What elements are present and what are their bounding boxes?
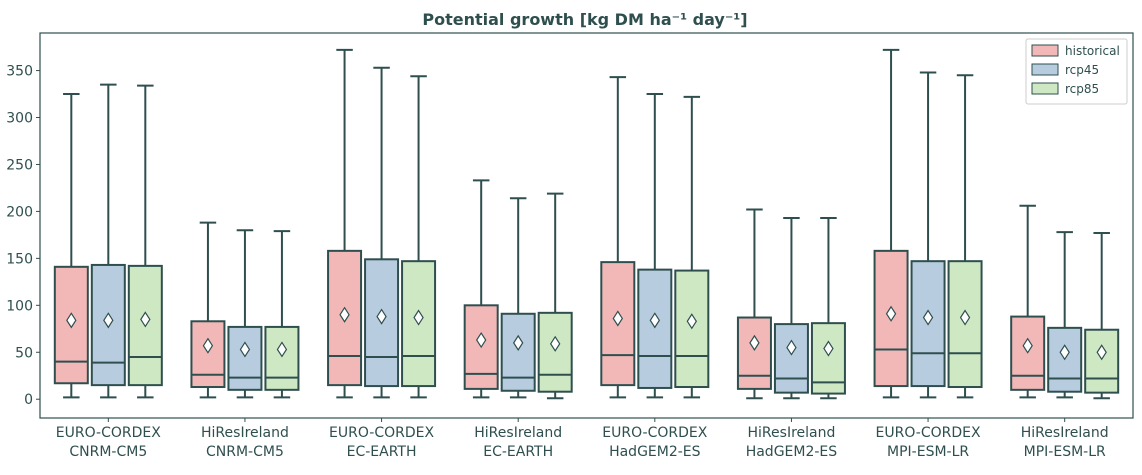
mean-marker xyxy=(66,312,77,329)
box-rcp45 xyxy=(90,263,126,387)
x-tick-label: EURO-CORDEX xyxy=(876,425,981,441)
y-tick-label: 350 xyxy=(6,64,33,80)
mean-marker xyxy=(512,334,524,351)
mean-marker xyxy=(649,312,661,329)
x-tick-label: HadGEM2-ES xyxy=(746,444,838,460)
box-rcp85 xyxy=(1084,328,1120,394)
box-historical xyxy=(873,249,909,388)
x-tick-label: HadGEM2-ES xyxy=(609,444,701,460)
y-tick-label: 100 xyxy=(6,298,33,314)
box-rcp85 xyxy=(264,325,300,391)
mean-marker xyxy=(922,309,934,326)
mean-marker xyxy=(413,309,424,326)
mean-marker xyxy=(1096,344,1107,361)
x-tick-label: HiResIreland xyxy=(748,425,836,441)
mean-marker xyxy=(686,313,698,330)
mean-marker xyxy=(749,334,760,351)
legend-label-historical: historical xyxy=(1065,44,1120,58)
legend-label-rcp45: rcp45 xyxy=(1065,63,1099,77)
box-rcp45 xyxy=(227,325,263,391)
x-tick-label: HiResIreland xyxy=(474,425,562,441)
legend-swatch-rcp45 xyxy=(1031,63,1059,76)
mean-marker xyxy=(339,306,350,323)
y-tick-label: 250 xyxy=(6,157,33,173)
box-historical xyxy=(736,316,772,390)
x-tick-label: CNRM-CM5 xyxy=(206,444,284,460)
mean-marker xyxy=(1059,344,1070,361)
y-tick-label: 50 xyxy=(15,345,33,361)
x-tick-label: MPI-ESM-LR xyxy=(887,444,969,460)
mean-marker xyxy=(885,305,897,322)
box-rcp45 xyxy=(637,268,673,389)
y-tick-label: 200 xyxy=(6,204,33,220)
mean-marker xyxy=(786,339,797,356)
y-tick-label: 300 xyxy=(6,111,33,127)
mean-marker xyxy=(376,308,387,325)
mean-marker xyxy=(202,337,214,354)
box-rcp85 xyxy=(537,311,573,393)
box-rcp45 xyxy=(773,323,809,394)
x-tick-label: EC-EARTH xyxy=(347,444,417,460)
x-tick-label: EURO-CORDEX xyxy=(56,425,161,441)
y-tick-label: 0 xyxy=(24,392,33,408)
y-tick-label: 150 xyxy=(6,251,33,267)
mean-marker xyxy=(1022,337,1033,354)
mean-marker xyxy=(549,335,561,352)
mean-marker xyxy=(475,331,487,349)
x-tick-label: MPI-ESM-LR xyxy=(1024,444,1106,460)
legend-label-rcp85: rcp85 xyxy=(1065,82,1099,96)
x-tick-label: HiResIreland xyxy=(1021,425,1109,441)
x-tick-label: EC-EARTH xyxy=(483,444,553,460)
x-tick-label: EURO-CORDEX xyxy=(329,425,434,441)
mean-marker xyxy=(612,310,624,327)
x-tick-label: EURO-CORDEX xyxy=(602,425,707,441)
mean-marker xyxy=(823,340,834,357)
x-tick-label: CNRM-CM5 xyxy=(69,444,147,460)
mean-marker xyxy=(239,341,251,358)
mean-marker xyxy=(103,312,114,329)
box-historical xyxy=(190,320,226,389)
plot-frame xyxy=(39,32,1134,419)
mean-marker xyxy=(140,311,151,328)
legend-swatch-historical xyxy=(1031,44,1059,57)
mean-marker xyxy=(959,309,971,326)
legend-swatch-rcp85 xyxy=(1031,82,1059,95)
mean-marker xyxy=(276,341,288,358)
chart-title: Potential growth [kg DM ha⁻¹ day⁻¹] xyxy=(422,10,747,29)
x-tick-label: HiResIreland xyxy=(201,425,289,441)
box-rcp45 xyxy=(500,312,536,392)
